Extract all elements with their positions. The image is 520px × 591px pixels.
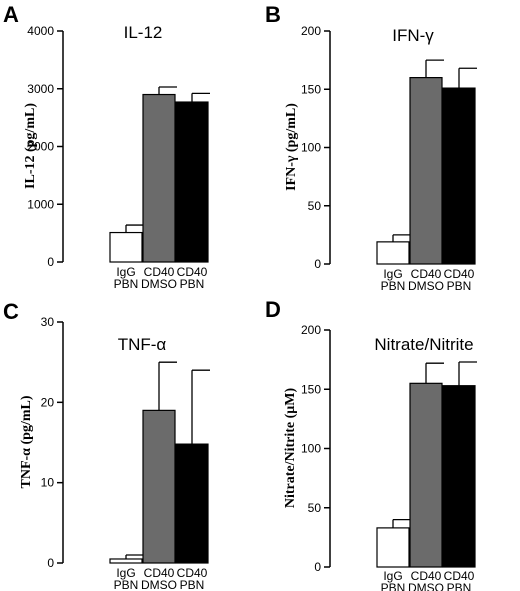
category-label: CD40 [177, 265, 208, 279]
bar [142, 93, 176, 263]
bar [376, 241, 410, 265]
bar [376, 527, 410, 568]
category-label: CD40 [411, 267, 442, 281]
y-tick-label: 3000 [27, 82, 54, 96]
y-tick-label: 4000 [27, 24, 54, 38]
panel-letter: D [265, 297, 281, 322]
y-tick-label: 0 [47, 255, 54, 269]
panel-letter: A [3, 2, 19, 27]
y-tick-label: 150 [301, 82, 321, 96]
y-tick-label: 150 [301, 382, 321, 396]
y-tick-label: 100 [301, 442, 321, 456]
bar [109, 231, 143, 263]
category-label: CD40 [444, 267, 475, 281]
bar [442, 385, 476, 568]
chart-title: IFN-γ [392, 26, 434, 45]
category-label: CD40 [444, 569, 475, 583]
y-axis-label: IL-12 (pg/mL) [23, 103, 38, 189]
category-label: PBN [180, 277, 205, 291]
y-tick-label: 20 [41, 395, 55, 409]
chart-panel-d: D Nitrate/Nitrite Nitrate/Nitrite (μM) 0 50 1… [265, 297, 477, 591]
bar [175, 101, 209, 263]
category-label: DMSO [141, 277, 177, 291]
y-tick-label: 2000 [27, 140, 54, 154]
chart-title: TNF-α [118, 335, 167, 354]
bar [109, 558, 143, 564]
category-label: PBN [381, 581, 406, 591]
y-tick-label: 0 [314, 257, 321, 271]
category-label: CD40 [177, 566, 208, 580]
bar [442, 87, 476, 265]
y-tick-label: 10 [41, 476, 55, 490]
bar [175, 443, 209, 564]
y-tick-label: 50 [308, 199, 322, 213]
category-label: IgG [383, 267, 402, 281]
chart-title: IL-12 [124, 23, 163, 42]
bar [409, 76, 443, 265]
y-axis-label: TNF-α (pg/mL) [19, 395, 34, 488]
category-label: CD40 [144, 566, 175, 580]
category-label: DMSO [408, 279, 444, 293]
y-tick-label: 0 [47, 556, 54, 570]
category-label: PBN [114, 277, 139, 291]
category-label: PBN [447, 581, 472, 591]
y-axis-label: IFN-γ (pg/mL) [284, 103, 299, 191]
chart-title: Nitrate/Nitrite [374, 335, 473, 354]
category-label: CD40 [144, 265, 175, 279]
y-axis-label: Nitrate/Nitrite (μM) [283, 388, 298, 509]
category-label: PBN [114, 578, 139, 591]
category-label: PBN [180, 578, 205, 591]
y-tick-label: 200 [301, 24, 321, 38]
y-tick-label: 200 [301, 323, 321, 337]
category-label: CD40 [411, 569, 442, 583]
category-label: PBN [381, 279, 406, 293]
y-tick-label: 30 [41, 315, 55, 329]
y-tick-label: 100 [301, 141, 321, 155]
panel-letter: C [3, 299, 19, 324]
bar [142, 409, 176, 564]
panel-letter: B [265, 2, 281, 27]
category-label: IgG [383, 569, 402, 583]
category-label: DMSO [408, 581, 444, 591]
y-tick-label: 50 [308, 501, 322, 515]
category-label: PBN [447, 279, 472, 293]
category-label: IgG [116, 265, 135, 279]
bar [409, 382, 443, 568]
y-tick-label: 1000 [27, 197, 54, 211]
category-label: DMSO [141, 578, 177, 591]
y-tick-label: 0 [314, 560, 321, 574]
category-label: IgG [116, 566, 135, 580]
